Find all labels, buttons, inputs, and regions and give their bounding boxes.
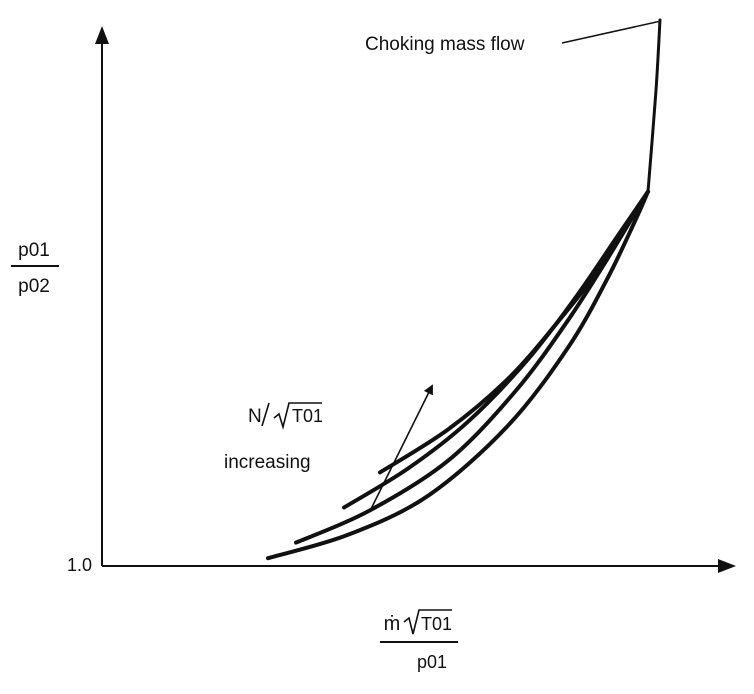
speed-increasing-label: increasing xyxy=(224,452,311,473)
speed-line-2 xyxy=(294,189,650,545)
x-label-denominator: p01 xyxy=(417,652,447,672)
speed-label-n: N xyxy=(248,406,262,427)
choke-line xyxy=(646,18,662,194)
speed-label-radical-sign xyxy=(261,402,322,430)
x-axis-arrowhead xyxy=(718,559,736,573)
x-label-radical-sign xyxy=(403,609,452,635)
speed-line-1 xyxy=(266,189,650,561)
speed-lines xyxy=(266,189,650,561)
speed-increasing-arrow xyxy=(369,384,433,512)
y-axis-label: p01 p02 xyxy=(11,240,59,297)
choking-mass-flow-label: Choking mass flow xyxy=(365,34,525,55)
speed-label-radicand: T01 xyxy=(292,406,323,426)
speed-line-3 xyxy=(342,189,650,510)
y-label-numerator: p01 xyxy=(18,240,50,261)
choke-line-group xyxy=(646,18,662,194)
x-label-mdot: ṁ xyxy=(384,613,401,635)
y-axis-arrowhead xyxy=(95,26,109,44)
speed-line-4 xyxy=(378,189,650,475)
speed-annotation: N T01 increasing xyxy=(224,402,323,473)
x-label-radicand: T01 xyxy=(421,614,452,634)
y-label-denominator: p02 xyxy=(18,276,50,297)
y-tick-label: 1.0 xyxy=(67,555,92,575)
x-axis-label: ṁ T01 p01 xyxy=(380,609,458,672)
choking-leader-line xyxy=(561,20,662,44)
